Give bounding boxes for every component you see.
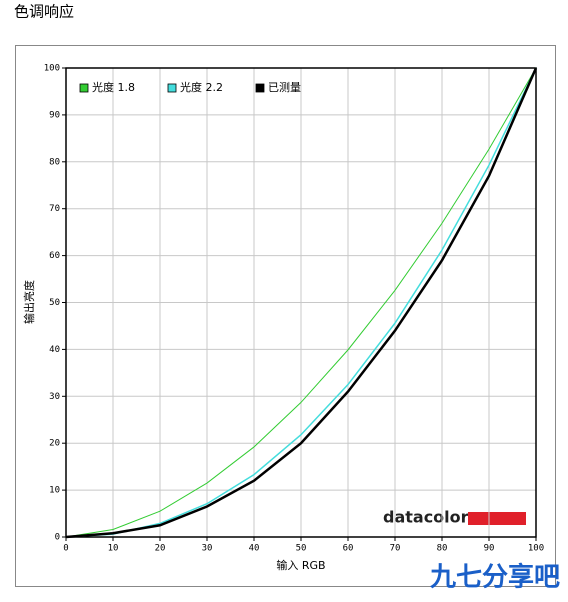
legend-label: 光度 1.8 [92,80,135,94]
brand-bar [468,512,526,525]
x-tick-label: 20 [155,544,166,554]
x-tick-label: 0 [63,544,68,554]
legend-swatch [255,83,265,93]
x-tick-label: 90 [484,544,495,554]
page-title: 色调响应 [14,3,74,21]
x-axis-label: 输入 RGB [276,558,325,572]
x-tick-label: 100 [528,544,544,554]
legend-label: 光度 2.2 [180,80,223,94]
y-tick-label: 90 [49,110,60,120]
y-tick-label: 10 [49,486,60,496]
chart-frame [15,45,556,587]
legend-label: 已测量 [268,81,301,94]
y-axis-label: 输出亮度 [22,280,36,324]
y-tick-label: 20 [49,439,60,449]
y-tick-label: 0 [55,533,60,543]
x-tick-label: 60 [343,544,354,554]
y-tick-label: 80 [49,157,60,167]
y-tick-label: 100 [44,64,60,74]
y-tick-label: 40 [49,345,60,355]
legend-swatch [79,83,89,93]
legend: 光度 1.8 光度 2.2 已测量 [79,80,301,94]
brand-text: datacolor [383,508,469,527]
data-line [65,67,538,539]
legend-swatch [167,83,177,93]
x-tick-label: 70 [390,544,401,554]
y-tick-label: 50 [49,298,60,308]
x-tick-label: 80 [437,544,448,554]
brand: datacolor [383,508,526,527]
x-tick-label: 50 [296,544,307,554]
y-tick-label: 30 [49,392,60,402]
x-tick-label: 30 [202,544,213,554]
data-line [65,67,537,538]
x-tick-label: 10 [108,544,119,554]
x-tick-label: 40 [249,544,260,554]
y-tick-label: 60 [49,251,60,261]
y-tick-label: 70 [49,204,60,214]
plot-area [65,67,537,538]
watermark: 九七分享吧 [429,562,560,593]
